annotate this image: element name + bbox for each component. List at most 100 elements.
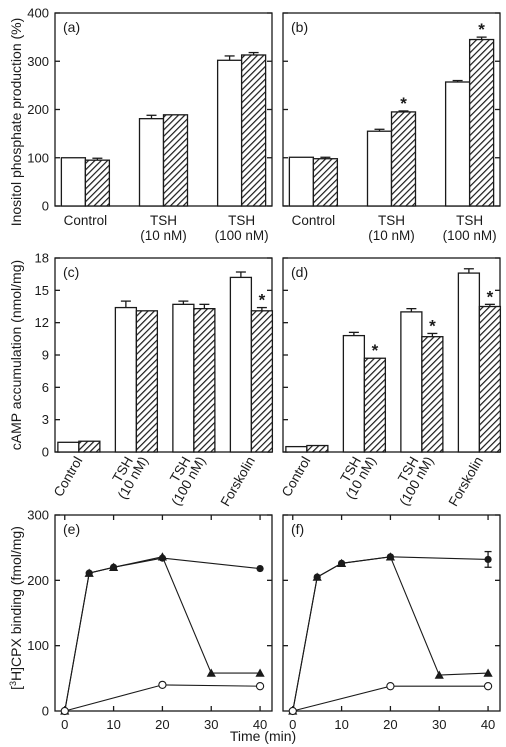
x-axis-label-time: Time (min) <box>230 728 296 744</box>
x-tick-label: 0 <box>289 717 296 732</box>
x-tick-label: 0 <box>61 717 68 732</box>
significance-star: * <box>487 287 494 306</box>
bar-open <box>288 156 315 207</box>
series-line <box>64 556 261 712</box>
data-point-triangle <box>255 668 265 677</box>
data-point-triangle <box>336 558 347 568</box>
y-tick-label: 0 <box>42 199 49 214</box>
panel-label: (b) <box>291 19 308 35</box>
bar-hatched <box>306 444 329 453</box>
category-label: Control <box>51 454 86 499</box>
data-point-triangle <box>385 552 396 561</box>
data-point-open-circle <box>158 680 167 690</box>
data-point-triangle <box>434 670 444 679</box>
data-point-triangle <box>108 562 119 571</box>
bar-open <box>285 445 308 453</box>
y-tick-label: 6 <box>42 380 49 395</box>
data-point-filled-circle <box>256 564 264 573</box>
data-point-triangle <box>312 572 322 581</box>
x-tick-label: 40 <box>253 717 267 732</box>
category-label: (100 nM) <box>215 228 269 243</box>
x-tick-label: 40 <box>481 717 495 732</box>
significance-star: * <box>372 341 379 360</box>
bar-open <box>114 306 138 453</box>
y-axis-label-binding-isotope: 3 <box>8 681 18 686</box>
bar-hatched <box>78 440 101 453</box>
y-tick-label: 100 <box>27 638 49 653</box>
x-tick-label: 20 <box>383 717 397 732</box>
y-tick-label: 3 <box>42 412 49 427</box>
bar-open <box>216 59 243 207</box>
y-tick-label: 200 <box>27 573 49 588</box>
significance-star: * <box>429 316 436 335</box>
data-point-open-circle <box>60 706 69 716</box>
category-label: TSH <box>456 213 483 228</box>
data-point-open-circle <box>483 682 493 691</box>
category-label: TSH <box>378 213 405 228</box>
y-axis-label-binding-text: H]CPX binding (fmol/mg) <box>8 526 24 681</box>
x-tick-label: 30 <box>204 717 218 732</box>
significance-star: * <box>400 94 407 113</box>
data-point-triangle <box>157 552 168 561</box>
x-tick-label: 30 <box>432 717 446 732</box>
bar-hatched <box>421 336 444 453</box>
x-tick-label: 20 <box>155 717 169 732</box>
bar-open <box>60 157 87 207</box>
category-label: (100 nM) <box>443 228 497 243</box>
category-label: Forskolin <box>446 454 486 509</box>
y-tick-label: 15 <box>35 283 49 298</box>
significance-star: * <box>478 20 485 39</box>
y-tick-label: 12 <box>35 315 49 330</box>
bar-hatched <box>478 305 502 453</box>
y-axis-label-inositol: Inositol phosphate production (%) <box>8 18 24 227</box>
x-tick-label: 10 <box>106 717 120 732</box>
category-label: TSH <box>228 213 255 228</box>
x-tick-label: 10 <box>334 717 348 732</box>
bar-open <box>400 311 423 453</box>
y-tick-label: 300 <box>27 54 49 69</box>
bar-open <box>342 334 366 453</box>
panel-label: (c) <box>63 264 79 280</box>
category-label: Control <box>292 213 336 228</box>
y-axis-label-camp: cAMP accumulation (nmol/mg) <box>8 260 24 450</box>
bar-hatched <box>162 114 189 207</box>
panel-label: (f) <box>291 521 304 537</box>
category-label: (10 nM) <box>140 228 187 243</box>
bar-hatched <box>363 357 387 453</box>
bar-open <box>366 130 393 207</box>
category-label: Control <box>279 454 314 499</box>
panel-frame <box>54 514 273 712</box>
y-tick-label: 100 <box>27 150 49 165</box>
y-tick-label: 9 <box>42 348 49 363</box>
y-tick-label: 300 <box>27 508 49 523</box>
bar-hatched <box>193 308 216 453</box>
data-point-filled-circle <box>484 555 492 564</box>
y-axis-label-binding: [3H]CPX binding (fmol/mg) <box>8 526 24 690</box>
bar-hatched <box>468 38 495 207</box>
data-point-open-circle <box>386 682 395 691</box>
bar-open <box>172 303 195 453</box>
significance-star: * <box>259 291 266 310</box>
data-point-triangle <box>206 668 216 677</box>
series-line <box>292 556 489 712</box>
bar-hatched <box>312 158 339 207</box>
bar-open <box>444 81 471 207</box>
y-axis-label-binding-open: [ <box>8 686 24 690</box>
category-label: (10 nM) <box>368 228 415 243</box>
bar-hatched <box>390 111 417 207</box>
bar-hatched <box>135 310 159 453</box>
panel-label: (e) <box>63 521 80 537</box>
bar-open <box>57 441 80 453</box>
data-point-open-circle <box>288 706 297 716</box>
bar-open <box>138 118 165 207</box>
bar-open <box>457 272 481 453</box>
bar-hatched <box>240 54 267 207</box>
y-tick-label: 0 <box>42 445 49 460</box>
y-tick-label: 200 <box>27 102 49 117</box>
y-tick-label: 0 <box>42 704 49 719</box>
y-tick-label: 18 <box>35 251 49 266</box>
data-point-triangle <box>84 568 94 577</box>
data-point-triangle <box>483 668 493 677</box>
